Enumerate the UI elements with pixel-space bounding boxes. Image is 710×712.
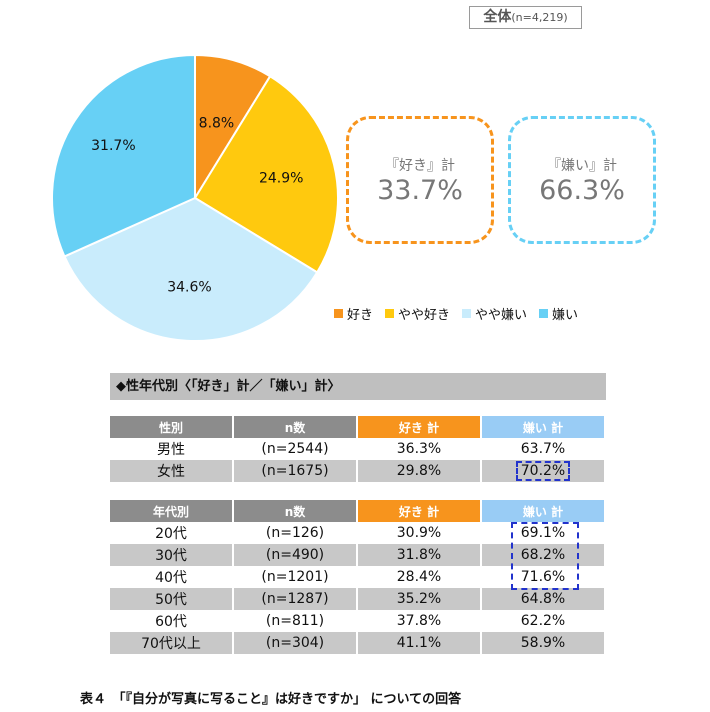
pie-slice-1 — [193, 74, 339, 274]
row-n: (n=490) — [234, 544, 358, 566]
like-total-value: 33.7% — [377, 175, 463, 206]
table-header-row: 年代別 n数 好き 計 嫌い 計 — [110, 500, 606, 522]
legend-swatch — [539, 309, 549, 318]
pie-chart: 8.8% 24.9% 34.6% 31.7% — [51, 53, 339, 342]
row-like: 29.8% — [358, 460, 482, 482]
row-n: (n=811) — [234, 610, 358, 632]
overall-n: (n=4,219) — [511, 11, 568, 24]
legend-swatch — [334, 309, 343, 318]
header-n: n数 — [234, 416, 358, 438]
age-dislike-highlight-frame — [511, 522, 579, 590]
like-total-box: 『好き』計 33.7% — [346, 116, 494, 244]
row-dislike-cell: 70.2% — [482, 460, 606, 482]
row-n: (n=1287) — [234, 588, 358, 610]
row-n: (n=1201) — [234, 566, 358, 588]
legend-label: やや好き — [398, 308, 451, 323]
pie-data-label: 24.9% — [259, 170, 303, 186]
table-row: 男性 (n=2544) 36.3% 63.7% — [110, 438, 606, 460]
header-dislike-total: 嫌い 計 — [482, 416, 606, 438]
row-like: 30.9% — [358, 522, 482, 544]
section-title: ◆性年代別〈「好き」計／「嫌い」計〉 — [110, 373, 606, 400]
pie-data-label: 8.8% — [199, 115, 235, 131]
row-label: 60代 — [110, 610, 234, 632]
row-like: 37.8% — [358, 610, 482, 632]
dislike-total-label: 『嫌い』計 — [547, 158, 617, 174]
row-dislike: 69.1% — [482, 522, 606, 544]
legend-swatch — [385, 309, 395, 318]
overall-sample-box: 全体(n=4,219) — [469, 6, 582, 29]
age-table: 年代別 n数 好き 計 嫌い 計 20代 (n=126) 30.9% 69.1%… — [110, 500, 606, 654]
row-n: (n=304) — [234, 632, 358, 654]
row-label: 70代以上 — [110, 632, 234, 654]
gender-table: 性別 n数 好き 計 嫌い 計 男性 (n=2544) 36.3% 63.7% … — [110, 416, 606, 482]
row-like: 36.3% — [358, 438, 482, 460]
row-label: 40代 — [110, 566, 234, 588]
row-n: (n=126) — [234, 522, 358, 544]
table-header-row: 性別 n数 好き 計 嫌い 計 — [110, 416, 606, 438]
row-like: 31.8% — [358, 544, 482, 566]
dislike-total-value: 66.3% — [539, 175, 625, 206]
row-label: 女性 — [110, 460, 234, 482]
legend-item-somewhat-dislike: やや嫌い — [462, 304, 527, 323]
row-like: 35.2% — [358, 588, 482, 610]
pie-slice-3 — [51, 53, 196, 258]
table-row: 女性 (n=1675) 29.8% 70.2% — [110, 460, 606, 482]
table-row: 60代 (n=811) 37.8% 62.2% — [110, 610, 606, 632]
pie-slice-2 — [63, 196, 319, 342]
header-gender: 性別 — [110, 416, 234, 438]
row-dislike-highlight: 70.2% — [515, 461, 571, 481]
table-caption: 表４ 「『自分が写真に写ること』は好きですか」 についての回答 — [80, 692, 462, 707]
pie-legend: 好き やや好き やや嫌い 嫌い — [334, 304, 578, 323]
row-label: 50代 — [110, 588, 234, 610]
header-dislike-total: 嫌い 計 — [482, 500, 606, 522]
table-row: 20代 (n=126) 30.9% 69.1% — [110, 522, 606, 544]
legend-item-somewhat-like: やや好き — [385, 304, 450, 323]
row-dislike: 58.9% — [482, 632, 606, 654]
header-like-total: 好き 計 — [358, 500, 482, 522]
row-label: 30代 — [110, 544, 234, 566]
legend-item-like: 好き — [334, 304, 373, 323]
row-like: 28.4% — [358, 566, 482, 588]
row-dislike: 68.2% — [482, 544, 606, 566]
legend-label: 嫌い — [552, 308, 579, 323]
row-n: (n=1675) — [234, 460, 358, 482]
table-row: 30代 (n=490) 31.8% 68.2% — [110, 544, 606, 566]
pie-data-label: 31.7% — [91, 138, 135, 154]
legend-label: 好き — [347, 308, 374, 323]
table-row: 50代 (n=1287) 35.2% 64.8% — [110, 588, 606, 610]
legend-swatch — [462, 309, 472, 318]
header-age: 年代別 — [110, 500, 234, 522]
row-like: 41.1% — [358, 632, 482, 654]
dislike-total-box: 『嫌い』計 66.3% — [508, 116, 656, 244]
table-row: 70代以上 (n=304) 41.1% 58.9% — [110, 632, 606, 654]
legend-item-dislike: 嫌い — [539, 304, 578, 323]
header-n: n数 — [234, 500, 358, 522]
header-like-total: 好き 計 — [358, 416, 482, 438]
legend-label: やや嫌い — [475, 308, 528, 323]
row-n: (n=2544) — [234, 438, 358, 460]
row-dislike: 63.7% — [482, 438, 606, 460]
row-dislike: 64.8% — [482, 588, 606, 610]
overall-label: 全体 — [483, 9, 512, 25]
row-dislike: 62.2% — [482, 610, 606, 632]
pie-data-label: 34.6% — [167, 279, 211, 295]
row-label: 男性 — [110, 438, 234, 460]
table-row: 40代 (n=1201) 28.4% 71.6% — [110, 566, 606, 588]
row-dislike: 71.6% — [482, 566, 606, 588]
like-total-label: 『好き』計 — [385, 158, 455, 174]
row-label: 20代 — [110, 522, 234, 544]
